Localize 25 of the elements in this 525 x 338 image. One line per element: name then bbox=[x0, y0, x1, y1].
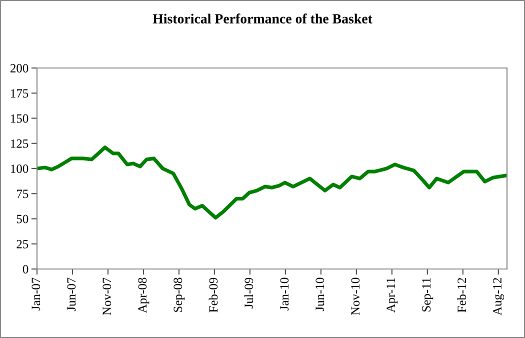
y-tick-label: 50 bbox=[16, 214, 28, 224]
y-tick-label: 75 bbox=[16, 190, 28, 198]
x-tick-label: Feb-09 bbox=[208, 278, 218, 312]
line-series bbox=[37, 146, 507, 220]
y-tick-label: 175 bbox=[11, 89, 28, 98]
x-tick-label: Sep-11 bbox=[422, 278, 434, 312]
x-tick-label: Nov-10 bbox=[351, 278, 360, 316]
x-tick-label: Feb-12 bbox=[457, 278, 466, 312]
x-tick-label: Jan-10 bbox=[280, 278, 289, 310]
chart-title: Historical Performance of the Basket bbox=[152, 14, 372, 24]
x-tick-label: Apr-11 bbox=[386, 278, 398, 313]
x-tick-label: Sep-08 bbox=[174, 278, 185, 312]
x-tick-label: Aug-12 bbox=[493, 278, 504, 316]
y-tick-label: 25 bbox=[16, 240, 28, 248]
y-tick-label: 100 bbox=[11, 164, 28, 173]
x-tick-label: Jun-07 bbox=[67, 278, 76, 312]
x-tick-label: Jun-10 bbox=[316, 278, 324, 312]
x-tick-label: Nov-07 bbox=[102, 278, 112, 316]
y-tick-label: 0 bbox=[22, 265, 28, 274]
x-tick-label: Apr-08 bbox=[138, 278, 150, 314]
x-tick-label: Jul-09 bbox=[244, 278, 254, 308]
y-tick-label: 125 bbox=[11, 139, 28, 148]
x-tick-label: Jan-07 bbox=[32, 278, 40, 310]
y-tick-label: 150 bbox=[11, 114, 28, 123]
y-tick-label: 200 bbox=[10, 64, 28, 72]
